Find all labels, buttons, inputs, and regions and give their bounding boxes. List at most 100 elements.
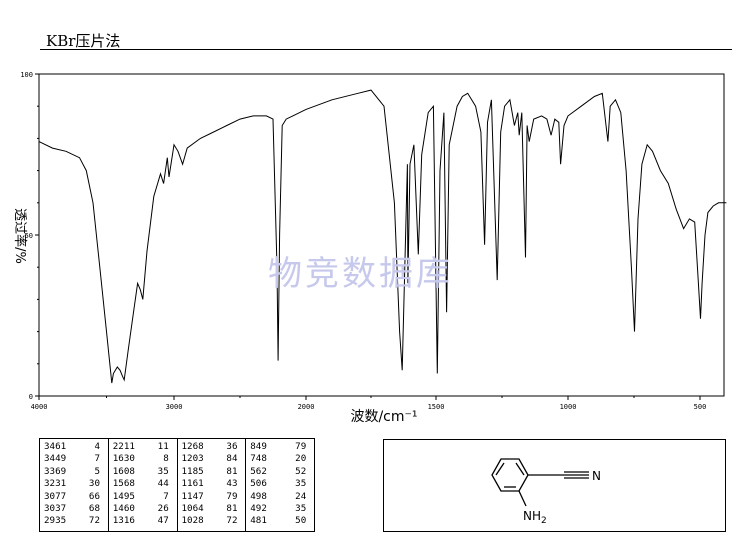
peak-wavenumber: 481 bbox=[250, 515, 267, 527]
peak-transmittance: 5 bbox=[94, 465, 100, 477]
peak-row: 1064 81 bbox=[182, 503, 246, 515]
peak-transmittance: 50 bbox=[295, 515, 307, 527]
peak-wavenumber: 3449 bbox=[44, 453, 67, 465]
x-tick-label: 500 bbox=[694, 403, 707, 411]
peak-transmittance: 35 bbox=[295, 478, 307, 490]
peak-wavenumber: 492 bbox=[250, 503, 267, 515]
peak-transmittance: 7 bbox=[94, 453, 100, 465]
peak-row: 2211 11 bbox=[113, 441, 177, 453]
peak-column: 3461 4 3449 7 3369 5 3231 30 3077 66 3037 68 2935 72 bbox=[40, 439, 109, 531]
peak-column: 2211 11 1630 8 1608 35 1568 44 1495 7 1460 26 1316 47 bbox=[109, 439, 178, 531]
peak-row: 492 35 bbox=[250, 503, 314, 515]
peak-transmittance: 24 bbox=[295, 490, 307, 502]
peak-transmittance: 44 bbox=[157, 478, 169, 490]
peak-transmittance: 52 bbox=[295, 465, 307, 477]
peak-wavenumber: 506 bbox=[250, 478, 267, 490]
peak-wavenumber: 849 bbox=[250, 441, 267, 452]
peak-row: 849 79 bbox=[250, 441, 314, 453]
peak-transmittance: 26 bbox=[157, 503, 169, 515]
peak-row: 1268 36 bbox=[182, 441, 246, 453]
peak-row: 3461 4 bbox=[44, 441, 108, 453]
nitrile-n-label: N bbox=[592, 469, 601, 483]
peak-wavenumber: 3369 bbox=[44, 465, 67, 477]
peak-row: 3037 68 bbox=[44, 503, 108, 515]
y-tick-label: 100 bbox=[20, 71, 33, 79]
peak-transmittance: 84 bbox=[226, 453, 238, 465]
peak-row: 562 52 bbox=[250, 466, 314, 478]
y-tick-label: 0 bbox=[29, 393, 33, 401]
peak-wavenumber: 1064 bbox=[181, 503, 204, 515]
peak-wavenumber: 1268 bbox=[181, 441, 204, 452]
peak-wavenumber: 1568 bbox=[112, 478, 135, 490]
peak-transmittance: 81 bbox=[226, 503, 238, 515]
peak-transmittance: 79 bbox=[295, 441, 307, 452]
peak-wavenumber: 1316 bbox=[112, 515, 135, 527]
anthranilonitrile-structure: N NH2 bbox=[491, 458, 601, 526]
amine-bond bbox=[518, 490, 527, 507]
x-tick-label: 2000 bbox=[298, 403, 315, 411]
x-axis-label: 波数/cm⁻¹ bbox=[350, 409, 417, 425]
svg-text:NH2: NH2 bbox=[523, 509, 547, 526]
peak-wavenumber: 562 bbox=[250, 465, 267, 477]
y-axis-ticks: 100 50 0 bbox=[20, 71, 39, 401]
peak-wavenumber: 1161 bbox=[181, 478, 204, 490]
spectrum-line bbox=[38, 89, 727, 384]
peak-transmittance: 72 bbox=[226, 515, 238, 527]
peak-transmittance: 79 bbox=[226, 490, 238, 502]
peak-row: 1608 35 bbox=[113, 466, 177, 478]
peak-transmittance: 11 bbox=[157, 441, 169, 452]
peak-transmittance: 47 bbox=[157, 515, 169, 527]
peak-column: 849 79 748 20 562 52 506 35 498 24 492 35 481 50 bbox=[246, 439, 314, 531]
peak-row: 2935 72 bbox=[44, 515, 108, 527]
peak-row: 3449 7 bbox=[44, 453, 108, 465]
peak-transmittance: 8 bbox=[163, 453, 169, 465]
peak-row: 1161 43 bbox=[182, 478, 246, 490]
peak-wavenumber: 748 bbox=[250, 453, 267, 465]
peak-wavenumber: 1460 bbox=[112, 503, 135, 515]
peak-transmittance: 36 bbox=[226, 441, 238, 452]
peak-table: 3461 4 3449 7 3369 5 3231 30 3077 66 3037 68 2935 72 2… bbox=[39, 438, 315, 532]
peak-transmittance: 81 bbox=[226, 465, 238, 477]
peak-wavenumber: 3077 bbox=[44, 490, 67, 502]
peak-row: 1316 47 bbox=[113, 515, 177, 527]
peak-transmittance: 43 bbox=[226, 478, 238, 490]
peak-transmittance: 66 bbox=[88, 490, 100, 502]
peak-wavenumber: 1608 bbox=[112, 465, 135, 477]
peak-wavenumber: 1147 bbox=[181, 490, 204, 502]
peak-wavenumber: 2935 bbox=[44, 515, 67, 527]
amine-label: NH bbox=[523, 509, 541, 523]
amine-subscript: 2 bbox=[541, 516, 547, 526]
peak-wavenumber: 3037 bbox=[44, 503, 67, 515]
peak-transmittance: 30 bbox=[88, 478, 100, 490]
peak-wavenumber: 1630 bbox=[112, 453, 135, 465]
peak-row: 1460 26 bbox=[113, 503, 177, 515]
peak-row: 3077 66 bbox=[44, 491, 108, 503]
x-axis-ticks: 4000 3000 2000 1500 1000 500 bbox=[31, 396, 707, 411]
peak-row: 1630 8 bbox=[113, 453, 177, 465]
peak-row: 498 24 bbox=[250, 491, 314, 503]
header-rule bbox=[40, 49, 732, 50]
peak-transmittance: 35 bbox=[157, 465, 169, 477]
peak-transmittance: 68 bbox=[88, 503, 100, 515]
peak-row: 748 20 bbox=[250, 453, 314, 465]
peak-row: 3369 5 bbox=[44, 466, 108, 478]
peak-transmittance: 72 bbox=[88, 515, 100, 527]
method-title: KBr压片法 bbox=[46, 32, 121, 50]
x-tick-label: 3000 bbox=[166, 403, 183, 411]
peak-row: 1185 81 bbox=[182, 466, 246, 478]
peak-wavenumber: 2211 bbox=[112, 441, 135, 452]
watermark: 物竞数据库 bbox=[268, 254, 453, 294]
peak-transmittance: 4 bbox=[94, 441, 100, 452]
peak-row: 1495 7 bbox=[113, 491, 177, 503]
peak-wavenumber: 1495 bbox=[112, 490, 135, 502]
y-axis-label: 透过率/% bbox=[12, 208, 28, 264]
peak-wavenumber: 3461 bbox=[44, 441, 67, 452]
peak-row: 1568 44 bbox=[113, 478, 177, 490]
peak-row: 506 35 bbox=[250, 478, 314, 490]
peak-wavenumber: 3231 bbox=[44, 478, 67, 490]
peak-wavenumber: 1203 bbox=[181, 453, 204, 465]
benzene-ring bbox=[491, 458, 529, 492]
peak-row: 1147 79 bbox=[182, 491, 246, 503]
peak-transmittance: 7 bbox=[163, 490, 169, 502]
x-tick-label: 4000 bbox=[31, 403, 48, 411]
